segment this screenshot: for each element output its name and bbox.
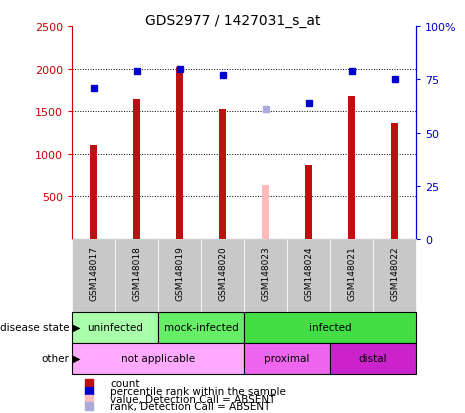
Bar [158,312,244,343]
Bar [72,312,158,343]
Bar [287,240,330,312]
Text: uninfected: uninfected [87,322,143,332]
Bar [373,240,416,312]
Bar [133,100,140,240]
Text: infected: infected [309,322,352,332]
Bar [72,240,115,312]
Text: GSM148022: GSM148022 [390,245,399,300]
Text: distal: distal [359,353,387,363]
Text: ▶: ▶ [73,322,80,332]
Text: rank, Detection Call = ABSENT: rank, Detection Call = ABSENT [110,401,270,411]
Bar [244,343,330,374]
Bar [244,312,416,343]
Text: GDS2977 / 1427031_s_at: GDS2977 / 1427031_s_at [145,14,320,28]
Bar [392,124,398,240]
Text: GSM148018: GSM148018 [132,245,141,300]
Bar [330,343,416,374]
Bar [176,68,183,240]
Text: GSM148019: GSM148019 [175,245,184,300]
Bar [201,240,244,312]
Bar [348,97,355,240]
Text: GSM148023: GSM148023 [261,245,270,300]
Text: value, Detection Call = ABSENT: value, Detection Call = ABSENT [110,394,275,404]
Bar [330,240,373,312]
Bar [158,240,201,312]
Bar [262,186,269,240]
Bar [244,240,287,312]
Text: disease state: disease state [0,322,70,332]
Text: GSM148020: GSM148020 [218,245,227,300]
Bar [115,240,158,312]
Bar [306,166,312,240]
Bar [219,109,226,240]
Text: count: count [110,378,140,388]
Text: GSM148021: GSM148021 [347,245,356,300]
Text: not applicable: not applicable [121,353,195,363]
Text: percentile rank within the sample: percentile rank within the sample [110,386,286,396]
Text: GSM148024: GSM148024 [304,245,313,300]
Text: ▶: ▶ [73,353,80,363]
Bar [72,343,244,374]
Text: GSM148017: GSM148017 [89,245,98,300]
Text: other: other [42,353,70,363]
Text: mock-infected: mock-infected [164,322,239,332]
Bar [90,146,97,240]
Text: proximal: proximal [265,353,310,363]
